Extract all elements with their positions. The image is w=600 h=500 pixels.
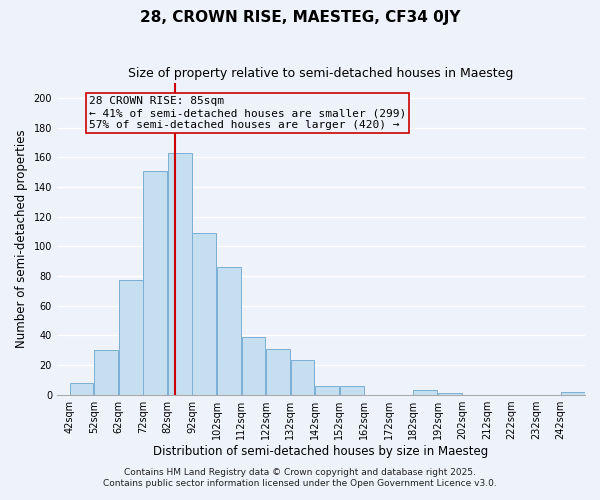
Bar xyxy=(70,382,94,394)
Bar xyxy=(340,386,364,394)
Bar xyxy=(217,267,241,394)
Bar xyxy=(561,392,584,394)
Text: 28, CROWN RISE, MAESTEG, CF34 0JY: 28, CROWN RISE, MAESTEG, CF34 0JY xyxy=(140,10,460,25)
Title: Size of property relative to semi-detached houses in Maesteg: Size of property relative to semi-detach… xyxy=(128,68,514,80)
Bar xyxy=(168,153,191,394)
Bar xyxy=(242,336,265,394)
Bar xyxy=(143,170,167,394)
X-axis label: Distribution of semi-detached houses by size in Maesteg: Distribution of semi-detached houses by … xyxy=(154,444,488,458)
Bar xyxy=(94,350,118,395)
Bar xyxy=(119,280,143,394)
Bar xyxy=(266,348,290,395)
Y-axis label: Number of semi-detached properties: Number of semi-detached properties xyxy=(15,130,28,348)
Text: 28 CROWN RISE: 85sqm
← 41% of semi-detached houses are smaller (299)
57% of semi: 28 CROWN RISE: 85sqm ← 41% of semi-detac… xyxy=(89,96,406,130)
Bar xyxy=(290,360,314,394)
Bar xyxy=(315,386,339,394)
Bar xyxy=(438,393,462,394)
Bar xyxy=(193,233,216,394)
Text: Contains HM Land Registry data © Crown copyright and database right 2025.
Contai: Contains HM Land Registry data © Crown c… xyxy=(103,468,497,487)
Bar xyxy=(413,390,437,394)
